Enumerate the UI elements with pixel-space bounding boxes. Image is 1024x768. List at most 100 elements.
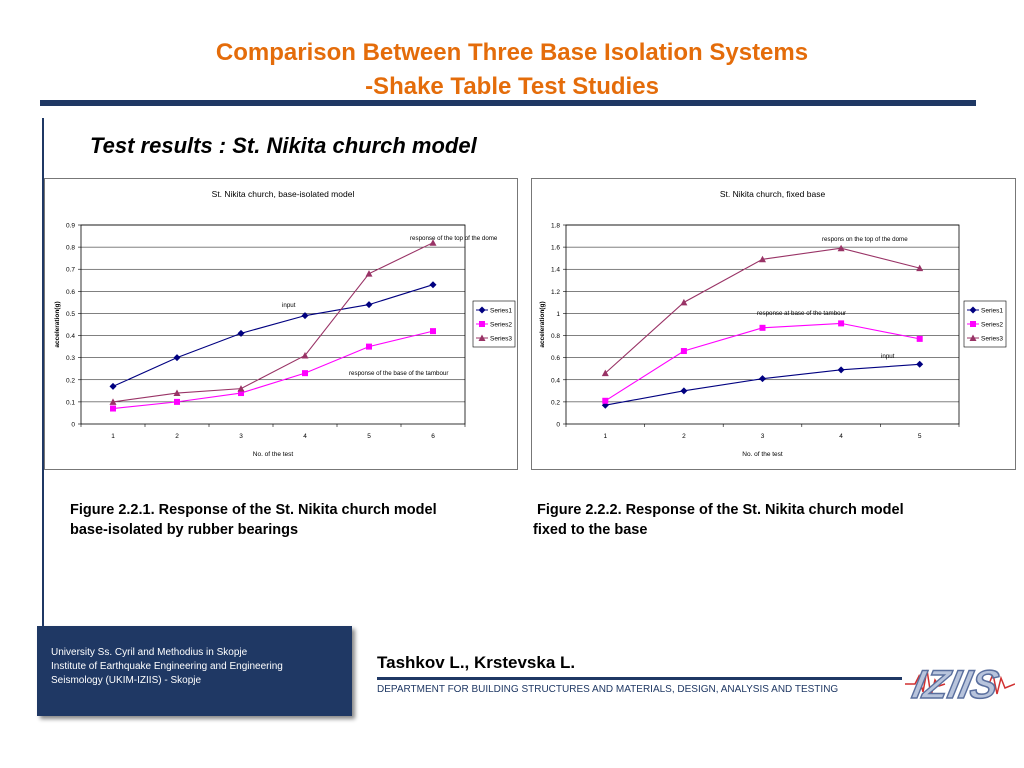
data-point-series3	[237, 385, 245, 392]
data-point-series1	[680, 387, 688, 395]
legend-label: Series3	[490, 336, 512, 343]
figure-caption-right: Figure 2.2.2. Response of the St. Nikita…	[533, 500, 904, 540]
data-point-series3	[759, 255, 766, 263]
data-point-series3	[429, 239, 437, 246]
chart-title: St. Nikita church, base-isolated model	[212, 189, 355, 199]
data-point-series1	[109, 382, 117, 390]
y-tick-label: 0.2	[551, 399, 560, 406]
data-point-series2	[838, 320, 845, 327]
figure-caption-left: Figure 2.2.1. Response of the St. Nikita…	[70, 500, 437, 540]
legend-label: Series1	[490, 308, 512, 315]
plot-area	[565, 224, 960, 425]
y-tick-label: 1.6	[551, 245, 560, 252]
logo-text: IZIIS	[909, 661, 1003, 706]
y-tick-label: 0.1	[66, 399, 75, 406]
data-point-series2	[110, 405, 116, 412]
chart-fixed-base-svg: St. Nikita church, fixed base 0 0.2 0.4 0.6 0…	[539, 189, 1007, 458]
legend-label: Series1	[981, 308, 1003, 315]
data-point-series3	[601, 369, 609, 377]
x-tick-label: 2	[682, 433, 686, 440]
x-tick-label: 4	[303, 433, 307, 440]
data-point-series2	[238, 390, 244, 397]
data-point-series2	[302, 370, 308, 377]
data-point-series2	[602, 397, 609, 404]
institution-line2: Institute of Earthquake Engineering and …	[51, 661, 283, 672]
series-line-1	[112, 284, 434, 387]
legend-marker	[478, 306, 486, 314]
institution-line1: University Ss. Cyril and Methodius in Sk…	[51, 647, 248, 658]
legend: Series1 Series2 Series3	[963, 300, 1007, 348]
annotation: response of the top of the dome	[410, 235, 498, 242]
data-point-series3	[916, 264, 924, 272]
y-tick-label: 0.5	[66, 311, 75, 318]
legend-label: Series2	[981, 322, 1003, 329]
annotation: input	[881, 353, 895, 360]
legend-marker	[969, 306, 977, 314]
y-tick-label: 0	[71, 422, 75, 429]
y-tick-label: 1.4	[551, 267, 560, 274]
data-point-series2	[174, 398, 180, 405]
y-tick-label: 0.8	[551, 333, 560, 340]
data-point-series1	[759, 375, 766, 383]
legend-marker	[478, 334, 486, 341]
data-point-series3	[109, 398, 117, 405]
authors-divider	[377, 677, 902, 680]
caption-right-line1: Figure 2.2.2. Response of the St. Nikita…	[537, 502, 904, 518]
data-point-series1	[916, 360, 924, 368]
y-axis-label: acceleration(g)	[539, 301, 546, 347]
y-tick-label: 1	[556, 311, 560, 318]
annotation: response of the base of the tambour	[349, 370, 448, 377]
x-tick-label: 5	[918, 433, 922, 440]
chart-fixed-base: St. Nikita church, fixed base 0 0.2 0.4 0.6 0…	[531, 178, 1016, 470]
data-point-series1	[237, 329, 245, 337]
legend-marker	[969, 334, 977, 341]
title-divider	[40, 100, 976, 106]
data-point-series2	[366, 343, 372, 350]
annotation: input	[282, 302, 296, 309]
chart-title: St. Nikita church, fixed base	[720, 189, 826, 199]
authors: Tashkov L., Krstevska L.	[377, 653, 576, 672]
left-accent-line	[42, 118, 44, 638]
izIIS-logo: IZIIS	[905, 640, 1016, 720]
y-tick-label: 0.9	[66, 223, 75, 230]
y-tick-label: 1.8	[551, 223, 560, 230]
slide-title-line2: -Shake Table Test Studies	[365, 73, 659, 100]
legend: Series1 Series2 Series3	[472, 300, 516, 348]
data-point-series2	[680, 348, 687, 355]
data-point-series1	[173, 354, 181, 362]
y-tick-label: 0.4	[551, 377, 560, 384]
data-point-series2	[916, 335, 923, 342]
x-tick-label: 4	[839, 433, 843, 440]
y-tick-label: 0	[556, 422, 560, 429]
x-tick-label: 3	[761, 433, 765, 440]
y-tick-label: 0.8	[66, 245, 75, 252]
institution-box: University Ss. Cyril and Methodius in Sk…	[37, 626, 352, 716]
x-tick-label: 5	[367, 433, 371, 440]
caption-left-line2: base-isolated by rubber bearings	[70, 522, 299, 538]
series-line-2	[112, 330, 434, 410]
x-tick-label: 6	[431, 433, 435, 440]
x-tick-label: 3	[239, 433, 243, 440]
legend-label: Series2	[490, 322, 512, 329]
y-tick-label: 0.6	[551, 355, 560, 362]
logo-graphic: IZIIS	[905, 661, 1016, 708]
x-tick-label: 1	[111, 433, 115, 440]
legend-marker	[479, 321, 485, 327]
y-axis-label: acceleration(g)	[54, 301, 61, 347]
x-axis-label: No. of the test	[253, 451, 294, 458]
data-point-series3	[173, 389, 181, 397]
y-tick-label: 0.4	[66, 333, 75, 340]
legend-label: Series3	[981, 336, 1003, 343]
y-tick-label: 1.2	[551, 289, 560, 296]
data-point-series1	[365, 301, 373, 309]
legend-marker	[970, 321, 976, 327]
caption-right-line2: fixed to the base	[533, 522, 648, 538]
data-point-series3	[837, 244, 845, 252]
data-point-series3	[680, 298, 688, 306]
annotation: response at base of the tambour	[757, 310, 846, 317]
x-axis-label: No. of the test	[742, 451, 783, 458]
chart-base-isolated-svg: St. Nikita church, base-isolated model 0 0…	[54, 189, 516, 458]
data-point-series3	[301, 351, 309, 359]
data-point-series1	[429, 281, 437, 289]
slide-title-line1: Comparison Between Three Base Isolation …	[215, 39, 809, 66]
